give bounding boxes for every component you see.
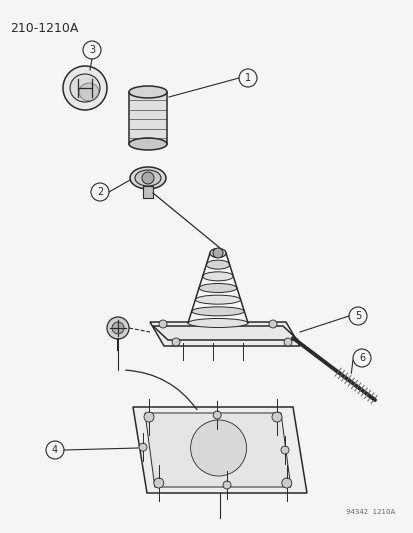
Ellipse shape (188, 319, 247, 327)
Circle shape (139, 443, 147, 451)
Circle shape (280, 446, 288, 454)
Ellipse shape (191, 307, 244, 316)
Ellipse shape (129, 86, 166, 98)
Circle shape (142, 172, 154, 184)
Text: 1: 1 (244, 73, 250, 83)
Circle shape (206, 436, 230, 460)
Circle shape (159, 320, 166, 328)
Text: 4: 4 (52, 445, 58, 455)
Text: 5: 5 (354, 311, 360, 321)
Ellipse shape (195, 295, 240, 304)
Ellipse shape (209, 248, 225, 257)
Text: 3: 3 (89, 45, 95, 55)
Ellipse shape (130, 167, 166, 189)
Ellipse shape (206, 260, 229, 269)
Ellipse shape (129, 138, 166, 150)
Circle shape (144, 412, 154, 422)
Ellipse shape (202, 272, 233, 281)
Circle shape (213, 443, 223, 453)
Circle shape (112, 322, 124, 334)
Ellipse shape (199, 284, 236, 293)
Circle shape (268, 320, 276, 328)
Ellipse shape (209, 248, 225, 257)
Polygon shape (133, 407, 306, 493)
Polygon shape (145, 413, 290, 487)
Circle shape (213, 411, 221, 419)
FancyBboxPatch shape (142, 186, 153, 198)
Circle shape (271, 412, 281, 422)
Text: 2: 2 (97, 187, 103, 197)
Ellipse shape (135, 170, 161, 186)
Text: 210-1210A: 210-1210A (10, 22, 78, 35)
Ellipse shape (70, 74, 100, 102)
Circle shape (212, 248, 223, 258)
FancyBboxPatch shape (129, 92, 166, 144)
Ellipse shape (79, 83, 99, 101)
Circle shape (190, 420, 246, 476)
Circle shape (283, 338, 291, 346)
Circle shape (223, 481, 230, 489)
Circle shape (198, 428, 238, 468)
Polygon shape (153, 326, 297, 340)
Circle shape (63, 66, 107, 110)
Circle shape (171, 338, 180, 346)
Circle shape (107, 317, 129, 339)
Polygon shape (150, 322, 299, 346)
Text: 94342  1210A: 94342 1210A (345, 509, 394, 515)
Circle shape (153, 478, 164, 488)
Text: 6: 6 (358, 353, 364, 363)
Circle shape (281, 478, 291, 488)
FancyArrowPatch shape (126, 370, 197, 410)
